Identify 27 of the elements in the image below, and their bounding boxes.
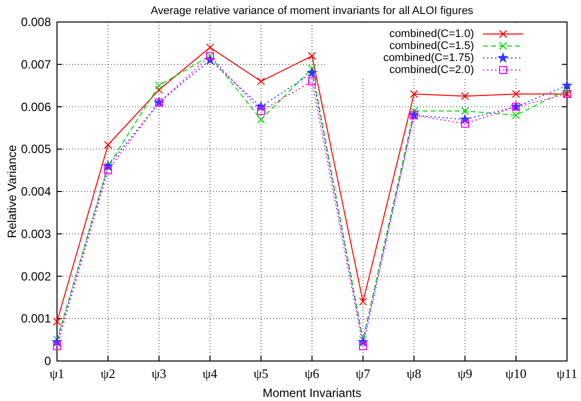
- x-tick-label: ψ7: [356, 366, 371, 381]
- legend-label: combined(C=2.0): [389, 64, 474, 76]
- x-tick-label: ψ6: [304, 366, 320, 381]
- y-tick-label: 0.007: [20, 57, 52, 72]
- x-tick-label: ψ9: [458, 366, 472, 381]
- y-axis-title: Relative Variance: [5, 144, 19, 238]
- legend-label: combined(C=1.75): [383, 52, 474, 64]
- y-tick-label: 0.005: [20, 142, 52, 156]
- legend-label: combined(C=1.0): [389, 28, 474, 40]
- x-tick-label: ψ10: [505, 366, 527, 381]
- x-tick-label: ψ4: [202, 366, 218, 381]
- y-tick-label: 0.004: [20, 184, 52, 198]
- y-tick-label: 0.008: [20, 15, 52, 29]
- x-tick-label: ψ1: [50, 366, 64, 381]
- x-tick-label: ψ5: [254, 366, 268, 381]
- x-axis-title: Moment Invariants: [262, 386, 362, 400]
- y-tick-label: 0.002: [20, 269, 52, 284]
- y-tick-label: 0.001: [20, 312, 52, 326]
- x-tick-label: ψ11: [556, 366, 578, 381]
- x-tick-label: ψ2: [100, 366, 116, 381]
- x-tick-label: ψ3: [152, 366, 166, 381]
- legend-label: combined(C=1.5): [389, 40, 474, 52]
- chart-title: Average relative variance of moment invariants for all ALOI figures: [150, 5, 474, 17]
- x-tick-label: ψ8: [406, 366, 422, 381]
- y-tick-label: 0.003: [20, 226, 52, 241]
- y-tick-label: 0: [44, 354, 52, 368]
- y-tick-label: 0.006: [20, 100, 52, 114]
